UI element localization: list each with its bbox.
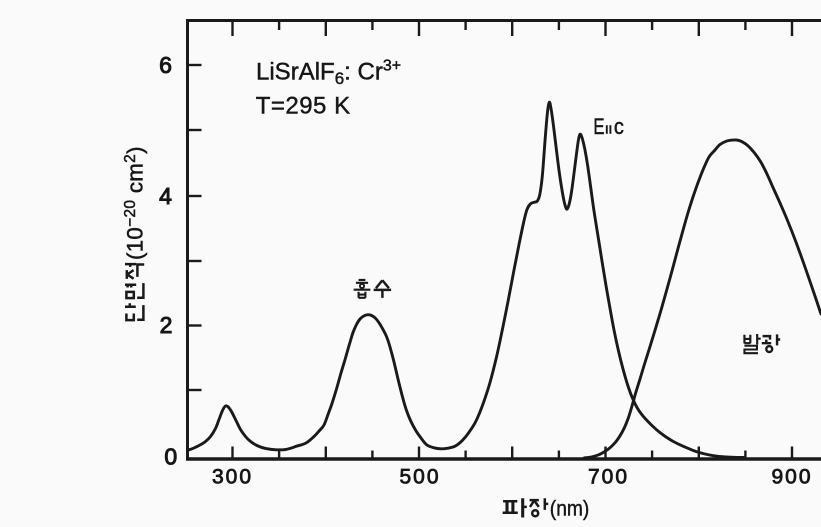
svg-text:E: E xyxy=(593,114,604,139)
svg-text:(nm): (nm) xyxy=(550,497,590,521)
svg-text:LiSrAlF6: Cr3+: LiSrAlF6: Cr3+ xyxy=(256,58,401,89)
svg-text:6: 6 xyxy=(159,52,172,78)
svg-text:700: 700 xyxy=(588,466,629,489)
svg-text:4: 4 xyxy=(159,183,172,209)
svg-text:300: 300 xyxy=(212,466,253,489)
svg-text:0: 0 xyxy=(164,444,177,470)
svg-text:T=295 K: T=295 K xyxy=(256,93,351,120)
svg-text:2: 2 xyxy=(160,312,173,338)
svg-text:900: 900 xyxy=(771,466,812,489)
svg-text:c: c xyxy=(614,114,624,139)
svg-text:(10−20 cm2): (10−20 cm2) xyxy=(122,146,147,260)
svg-text:500: 500 xyxy=(399,466,440,489)
